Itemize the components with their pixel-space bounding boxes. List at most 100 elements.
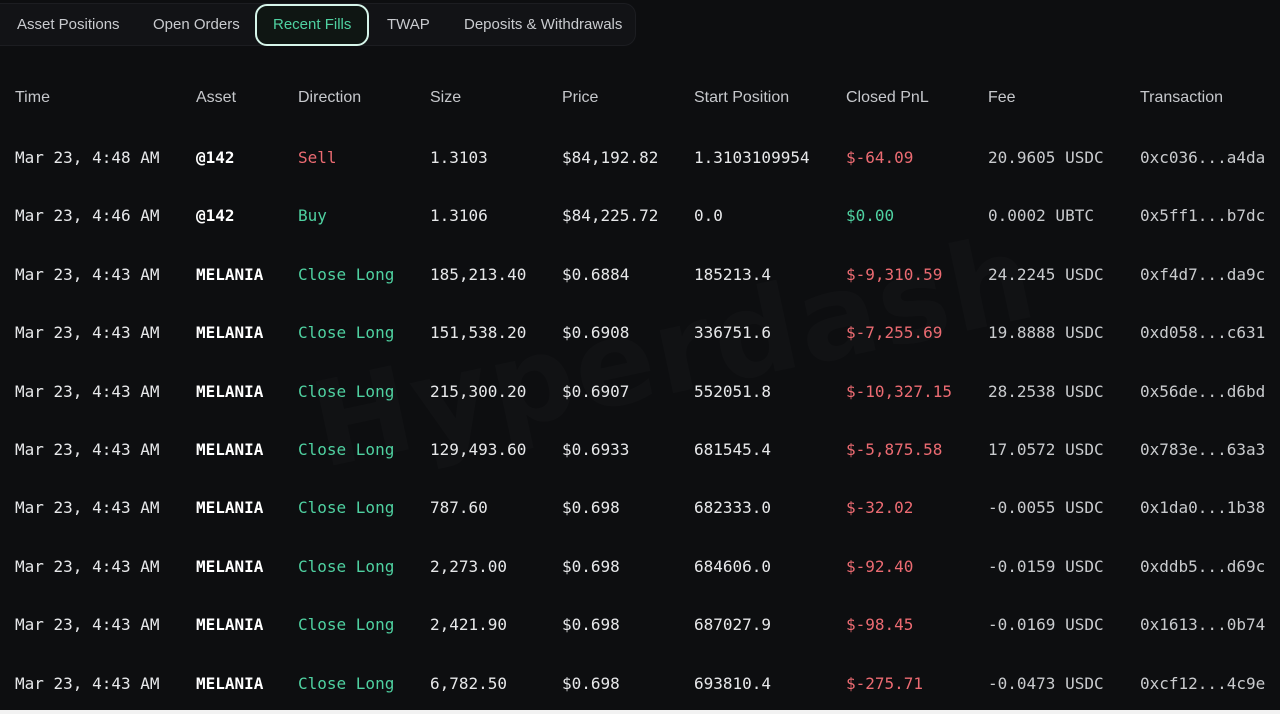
cell-asset[interactable]: MELANIA [196,498,264,518]
cell-direction: Close Long [298,323,395,343]
cell-direction: Sell [298,148,337,167]
cell-fee: 20.9605 USDC [988,148,1104,167]
cell-asset[interactable]: MELANIA [196,556,264,576]
cell-time: Mar 23, 4:43 AM [15,556,160,576]
cell-closed-pnl: $-98.45 [846,615,914,635]
cell-price: $0.698 [562,615,620,635]
column-header-price[interactable]: Price [562,89,599,106]
column-header-direction[interactable]: Direction [298,89,362,106]
cell-fee: -0.0159 USDC [988,556,1104,576]
cell-price: $0.6933 [562,439,630,459]
cell-transaction-link[interactable]: 0x783e...63a3 [1140,439,1266,459]
cell-start-position: 684606.0 [694,556,772,576]
cell-closed-pnl: $-7,255.69 [846,323,943,343]
cell-time: Mar 23, 4:43 AM [15,323,160,343]
cell-transaction-link[interactable]: 0x5ff1...b7dc [1140,206,1266,226]
cell-transaction-link[interactable]: 0xcf12...4c9e [1140,673,1266,693]
cell-transaction-link[interactable]: 0x1da0...1b38 [1140,498,1266,518]
cell-asset[interactable]: MELANIA [196,381,264,401]
column-header-size[interactable]: Size [430,89,462,106]
cell-size: 2,273.00 [430,556,508,576]
cell-transaction-link[interactable]: 0xc036...a4da [1140,148,1266,167]
cell-start-position: 687027.9 [694,615,772,635]
tab-bar: Asset Positions Open Orders Recent Fills… [0,3,636,46]
cell-price: $0.6908 [562,323,630,343]
table-row: Mar 23, 4:43 AM MELANIA Close Long 6,782… [0,654,1280,712]
column-header-fee[interactable]: Fee [988,89,1016,106]
cell-price: $0.6884 [562,264,630,284]
cell-closed-pnl: $-64.09 [846,148,914,167]
cell-size: 1.3103 [430,148,488,167]
cell-asset[interactable]: MELANIA [196,439,264,459]
column-header-transaction[interactable]: Transaction [1140,89,1223,106]
cell-closed-pnl: $-32.02 [846,498,914,518]
table-row: Mar 23, 4:43 AM MELANIA Close Long 215,3… [0,362,1280,420]
tab-deposits-withdrawals[interactable]: Deposits & Withdrawals [464,16,623,33]
column-header-asset[interactable]: Asset [196,89,237,106]
cell-fee: 28.2538 USDC [988,381,1104,401]
cell-fee: 24.2245 USDC [988,264,1104,284]
bottom-edge [0,710,1280,714]
cell-direction: Close Long [298,615,395,635]
cell-closed-pnl: $0.00 [846,206,895,226]
cell-transaction-link[interactable]: 0xddb5...d69c [1140,556,1266,576]
fills-table-body: Mar 23, 4:48 AM @142 Sell 1.3103 $84,192… [0,128,1280,712]
cell-price: $0.698 [562,498,620,518]
cell-direction: Buy [298,206,327,226]
column-header-closed-pnl[interactable]: Closed PnL [846,89,929,106]
cell-start-position: 552051.8 [694,381,772,401]
table-row: Mar 23, 4:43 AM MELANIA Close Long 2,273… [0,537,1280,595]
cell-size: 2,421.90 [430,615,508,635]
tab-asset-positions[interactable]: Asset Positions [17,16,120,33]
column-header-start-position[interactable]: Start Position [694,89,790,106]
cell-fee: -0.0473 USDC [988,673,1104,693]
cell-time: Mar 23, 4:43 AM [15,498,160,518]
cell-size: 129,493.60 [430,439,527,459]
cell-fee: -0.0169 USDC [988,615,1104,635]
cell-price: $0.698 [562,556,620,576]
cell-size: 215,300.20 [430,381,527,401]
cell-size: 1.3106 [430,206,488,226]
tab-open-orders[interactable]: Open Orders [153,16,240,33]
cell-direction: Close Long [298,673,395,693]
cell-start-position: 682333.0 [694,498,772,518]
cell-transaction-link[interactable]: 0xd058...c631 [1140,323,1266,343]
cell-closed-pnl: $-9,310.59 [846,264,943,284]
cell-asset[interactable]: MELANIA [196,673,264,693]
cell-direction: Close Long [298,498,395,518]
cell-fee: 19.8888 USDC [988,323,1104,343]
cell-transaction-link[interactable]: 0x56de...d6bd [1140,381,1266,401]
cell-asset[interactable]: MELANIA [196,323,264,343]
cell-size: 787.60 [430,498,488,518]
cell-direction: Close Long [298,381,395,401]
cell-asset[interactable]: MELANIA [196,615,264,635]
column-header-time[interactable]: Time [15,89,50,106]
cell-price: $84,192.82 [562,148,659,167]
cell-start-position: 185213.4 [694,264,772,284]
cell-direction: Close Long [298,264,395,284]
cell-time: Mar 23, 4:46 AM [15,206,160,226]
cell-price: $0.698 [562,673,620,693]
cell-asset[interactable]: @142 [196,148,235,167]
table-row: Mar 23, 4:48 AM @142 Sell 1.3103 $84,192… [0,128,1280,186]
cell-price: $0.6907 [562,381,630,401]
cell-closed-pnl: $-275.71 [846,673,924,693]
cell-fee: -0.0055 USDC [988,498,1104,518]
cell-asset[interactable]: MELANIA [196,264,264,284]
cell-time: Mar 23, 4:43 AM [15,615,160,635]
cell-start-position: 681545.4 [694,439,772,459]
table-row: Mar 23, 4:43 AM MELANIA Close Long 787.6… [0,478,1280,536]
cell-time: Mar 23, 4:48 AM [15,148,160,167]
table-row: Mar 23, 4:43 AM MELANIA Close Long 129,4… [0,420,1280,478]
table-row: Mar 23, 4:43 AM MELANIA Close Long 151,5… [0,303,1280,361]
table-row: Mar 23, 4:43 AM MELANIA Close Long 185,2… [0,245,1280,303]
cell-transaction-link[interactable]: 0x1613...0b74 [1140,615,1266,635]
tab-recent-fills[interactable]: Recent Fills [255,4,370,46]
cell-closed-pnl: $-10,327.15 [846,381,952,401]
cell-closed-pnl: $-5,875.58 [846,439,943,459]
cell-asset[interactable]: @142 [196,206,235,226]
cell-size: 185,213.40 [430,264,527,284]
cell-transaction-link[interactable]: 0xf4d7...da9c [1140,264,1266,284]
tab-twap[interactable]: TWAP [387,16,430,33]
cell-time: Mar 23, 4:43 AM [15,439,160,459]
